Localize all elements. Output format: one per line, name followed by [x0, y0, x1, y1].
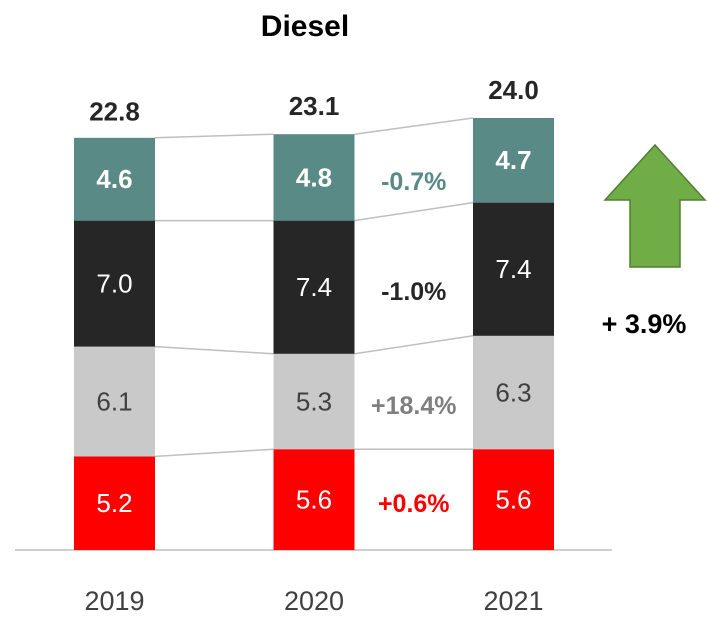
bar-segment [74, 220, 155, 347]
chart-title: Diesel [261, 10, 349, 43]
value-label: 5.6 [296, 484, 332, 514]
change-label: +18.4% [371, 392, 457, 420]
total-label: 22.8 [89, 96, 140, 126]
value-label: 5.2 [96, 488, 132, 518]
bar-segment [273, 353, 355, 450]
x-tick-label: 2019 [84, 586, 144, 616]
bar-segment [473, 449, 554, 550]
up-arrow [603, 143, 707, 268]
change-label: -0.7% [381, 168, 446, 196]
change-label: -1.0% [381, 278, 446, 306]
value-label: 4.8 [296, 162, 332, 192]
total-label: 24.0 [488, 75, 539, 105]
value-label: 6.3 [495, 377, 531, 407]
bar-segment [473, 118, 554, 203]
connector [154, 345, 274, 355]
connector [154, 133, 274, 139]
value-label: 4.6 [96, 164, 132, 194]
bar-segment [74, 346, 155, 457]
bar-segment [273, 220, 355, 354]
connector [354, 335, 474, 355]
x-tick-label: 2020 [284, 586, 344, 616]
connector [354, 117, 474, 135]
bar-segment [74, 456, 155, 550]
total-label: 23.1 [289, 91, 340, 121]
value-label: 4.7 [495, 145, 531, 175]
value-label: 7.4 [495, 254, 531, 284]
bar-segment [473, 335, 554, 450]
value-label: 6.1 [96, 386, 132, 416]
bar-segment [473, 202, 554, 336]
value-label: 7.0 [96, 268, 132, 298]
annotation: + 3.9% [602, 309, 687, 339]
bar-segment [74, 137, 155, 221]
x-tick-label: 2021 [483, 586, 543, 616]
value-label: 5.3 [296, 386, 332, 416]
bar-segment [273, 134, 355, 221]
connector [154, 448, 274, 458]
value-label: 7.4 [296, 272, 332, 302]
bar-segment [273, 449, 355, 550]
connector [354, 201, 474, 222]
value-label: 5.6 [495, 484, 531, 514]
change-label: +0.6% [378, 490, 450, 518]
